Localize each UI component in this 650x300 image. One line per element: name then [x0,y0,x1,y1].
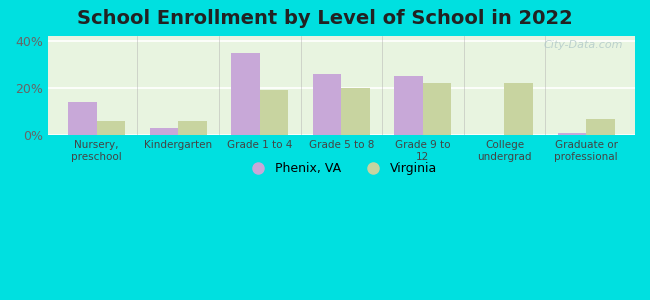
Bar [423,83,452,135]
Bar [341,88,370,135]
Text: City-Data.com: City-Data.com [544,40,623,50]
Bar [395,76,423,135]
Bar [150,128,178,135]
Bar [558,133,586,135]
Bar [231,52,260,135]
Bar [178,121,207,135]
Bar [97,121,125,135]
Bar [504,83,533,135]
Bar [260,90,289,135]
Legend: Phenix, VA, Virginia: Phenix, VA, Virginia [240,158,443,180]
Bar [313,74,341,135]
Text: School Enrollment by Level of School in 2022: School Enrollment by Level of School in … [77,9,573,28]
Bar [68,102,97,135]
Bar [586,118,615,135]
